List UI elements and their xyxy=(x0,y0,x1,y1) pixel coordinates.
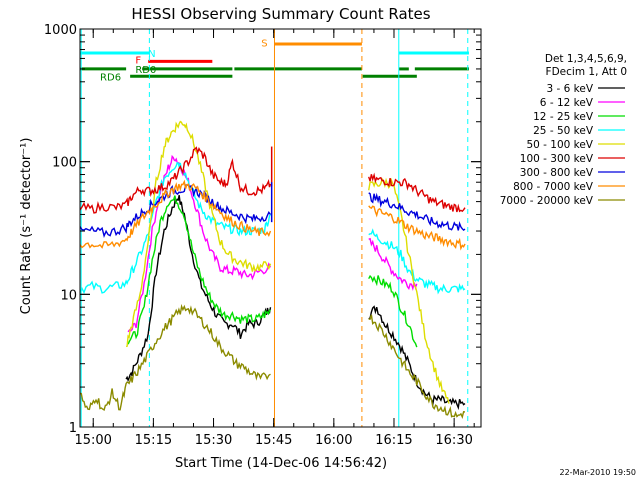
x-tick-label: 16:30 xyxy=(435,433,472,448)
legend-entry-label: 50 - 100 keV xyxy=(526,139,593,151)
legend-entry-label: 7000 - 20000 keV xyxy=(500,195,594,207)
series-line-2 xyxy=(368,274,418,348)
y-axis-label: Count Rate (s⁻¹ detector⁻¹) xyxy=(19,138,34,315)
plot-content xyxy=(80,29,469,427)
x-tick-label: 15:45 xyxy=(255,433,292,448)
x-axis-label: Start Time (14-Dec-06 14:56:42) xyxy=(175,456,387,471)
series-line-6 xyxy=(368,192,466,232)
flag-label-rd0: RD0 xyxy=(135,65,156,76)
legend-entry-label: 25 - 50 keV xyxy=(533,125,594,137)
chart-title: HESSI Observing Summary Count Rates xyxy=(131,5,430,23)
series-line-2 xyxy=(127,195,271,345)
legend-entry-label: 12 - 25 keV xyxy=(533,111,594,123)
series-line-8 xyxy=(80,303,271,411)
series-line-7 xyxy=(80,179,272,249)
legend-entry-label: 3 - 6 keV xyxy=(546,83,593,95)
x-tick-label: 15:30 xyxy=(195,433,232,448)
x-tick-label: 15:00 xyxy=(74,433,111,448)
legend-header-line: Det 1,3,4,5,6,9, xyxy=(545,53,627,65)
series-line-3 xyxy=(368,228,466,295)
series-line-1 xyxy=(368,237,418,292)
legend-header-line: FDecim 1, Att 0 xyxy=(546,66,627,78)
legend-entry-label: 6 - 12 keV xyxy=(540,97,594,109)
x-tick-label: 15:15 xyxy=(135,433,172,448)
flag-label-n: N xyxy=(148,49,155,60)
footer-timestamp: 22-Mar-2010 19:50 xyxy=(560,468,637,477)
x-tick-label: 16:00 xyxy=(315,433,352,448)
x-tick-label: 16:15 xyxy=(375,433,412,448)
legend-entry-label: 100 - 300 keV xyxy=(520,153,594,165)
legend-entry-label: 800 - 7000 keV xyxy=(513,181,594,193)
plot-frame xyxy=(79,28,482,428)
y-tick-label: 1 xyxy=(69,421,77,436)
y-tick-label: 1000 xyxy=(44,23,77,38)
y-tick-label: 100 xyxy=(52,156,77,171)
flag-label-rd6: RD6 xyxy=(100,72,121,83)
legend: Det 1,3,4,5,6,9,FDecim 1, Att 0 3 - 6 keV… xyxy=(500,53,627,207)
series-line-1 xyxy=(127,154,272,333)
y-tick-label: 10 xyxy=(60,288,77,303)
series-line-7 xyxy=(368,205,466,251)
series-line-6 xyxy=(80,183,272,239)
flag-label-s: S xyxy=(261,39,267,50)
series-line-5 xyxy=(368,172,466,213)
series-line-8 xyxy=(368,314,466,419)
series-line-4 xyxy=(125,120,272,348)
series-line-5 xyxy=(80,146,272,214)
legend-entry-label: 300 - 800 keV xyxy=(520,167,594,179)
flag-label-f: F xyxy=(135,55,141,66)
